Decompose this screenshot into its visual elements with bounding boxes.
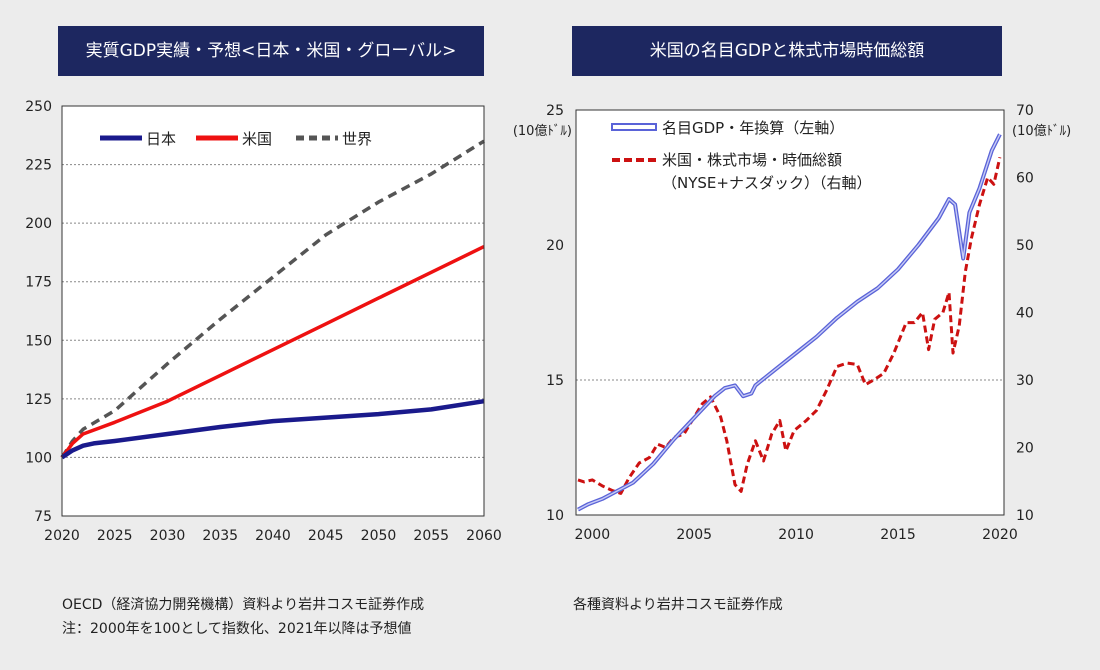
plot-frame <box>61 105 485 517</box>
plot-area <box>62 106 484 516</box>
right-source-line: 各種資料より岩井コスモ証券作成 <box>573 597 783 613</box>
right-y-tick-label: 20 <box>1016 441 1034 457</box>
right-y-tick-label: 10 <box>1016 508 1034 524</box>
right-y-tick-label: 40 <box>1016 306 1034 322</box>
market-cap-line <box>577 156 1002 495</box>
left-source-note: OECD（経済協力開発機構）資料より岩井コスモ証券作成 注：2000年を100と… <box>62 593 424 641</box>
legend-label-gdp: 名目GDP・年換算（左軸） <box>662 119 844 137</box>
right-chart-title: 米国の名目GDPと株式市場時価総額 <box>572 26 1002 76</box>
x-tick-label: 2020 <box>44 528 80 544</box>
legend-swatch-gdp <box>611 123 657 131</box>
x-tick-label: 2000 <box>574 527 610 543</box>
x-tick-label: 2050 <box>361 528 397 544</box>
legend-label: 米国 <box>242 130 272 148</box>
left-chart: 75 100 125 150 175 200 225 250 2020 2025 2030 2035 2… <box>25 99 502 544</box>
y-tick-label: 150 <box>25 333 52 349</box>
right-y-tick-label: 50 <box>1016 238 1034 254</box>
legend-label-market: 米国・株式市場・時価総額 <box>662 151 842 169</box>
right-chart: 10 15 20 25 10 20 30 40 50 60 70 2000 2005 2010 2015 20… <box>513 103 1071 543</box>
y-tick-label: 175 <box>25 275 52 291</box>
left-axis-unit: (10億ﾄﾞﾙ) <box>513 123 572 139</box>
x-tick-label: 2025 <box>97 528 133 544</box>
series-line <box>60 139 485 459</box>
right-source-note: 各種資料より岩井コスモ証券作成 <box>573 593 783 617</box>
left-y-tick-label: 10 <box>546 508 564 524</box>
x-tick-label: 2045 <box>308 528 344 544</box>
x-tick-label: 2020 <box>982 527 1018 543</box>
y-tick-label: 100 <box>25 450 52 466</box>
x-tick-label: 2015 <box>880 527 916 543</box>
y-tick-label: 225 <box>25 158 52 174</box>
right-axis-unit: (10億ﾄﾞﾙ) <box>1012 123 1071 139</box>
right-y-tick-label: 60 <box>1016 171 1034 187</box>
y-tick-label: 250 <box>25 99 52 115</box>
left-chart-title: 実質GDP実績・予想<日本・米国・グローバル> <box>58 26 484 76</box>
legend-label: 世界 <box>342 130 372 148</box>
left-index-note: 注：2000年を100として指数化、2021年以降は予想値 <box>62 621 412 637</box>
left-source-line: OECD（経済協力開発機構）資料より岩井コスモ証券作成 <box>62 597 425 613</box>
legend-label-market-sub: （NYSE+ナスダック）（右軸） <box>662 174 871 192</box>
series-line <box>60 245 485 459</box>
plot-area <box>576 110 1004 515</box>
legend-label: 日本 <box>146 130 176 148</box>
series-line <box>60 398 485 460</box>
x-tick-label: 2010 <box>778 527 814 543</box>
x-tick-label: 2060 <box>466 528 502 544</box>
y-tick-label: 75 <box>34 509 52 525</box>
y-tick-label: 200 <box>25 216 52 232</box>
x-tick-label: 2030 <box>150 528 186 544</box>
left-y-tick-label: 20 <box>546 238 564 254</box>
x-tick-label: 2035 <box>202 528 238 544</box>
x-tick-label: 2005 <box>676 527 712 543</box>
x-tick-label: 2055 <box>413 528 449 544</box>
left-y-tick-label: 15 <box>546 373 564 389</box>
y-tick-label: 125 <box>25 392 52 408</box>
gdp-line-inner <box>577 133 1001 511</box>
right-y-tick-label: 70 <box>1016 103 1034 119</box>
plot-frame <box>575 109 1005 516</box>
x-tick-label: 2040 <box>255 528 291 544</box>
right-y-tick-label: 30 <box>1016 373 1034 389</box>
left-y-tick-label: 25 <box>546 103 564 119</box>
